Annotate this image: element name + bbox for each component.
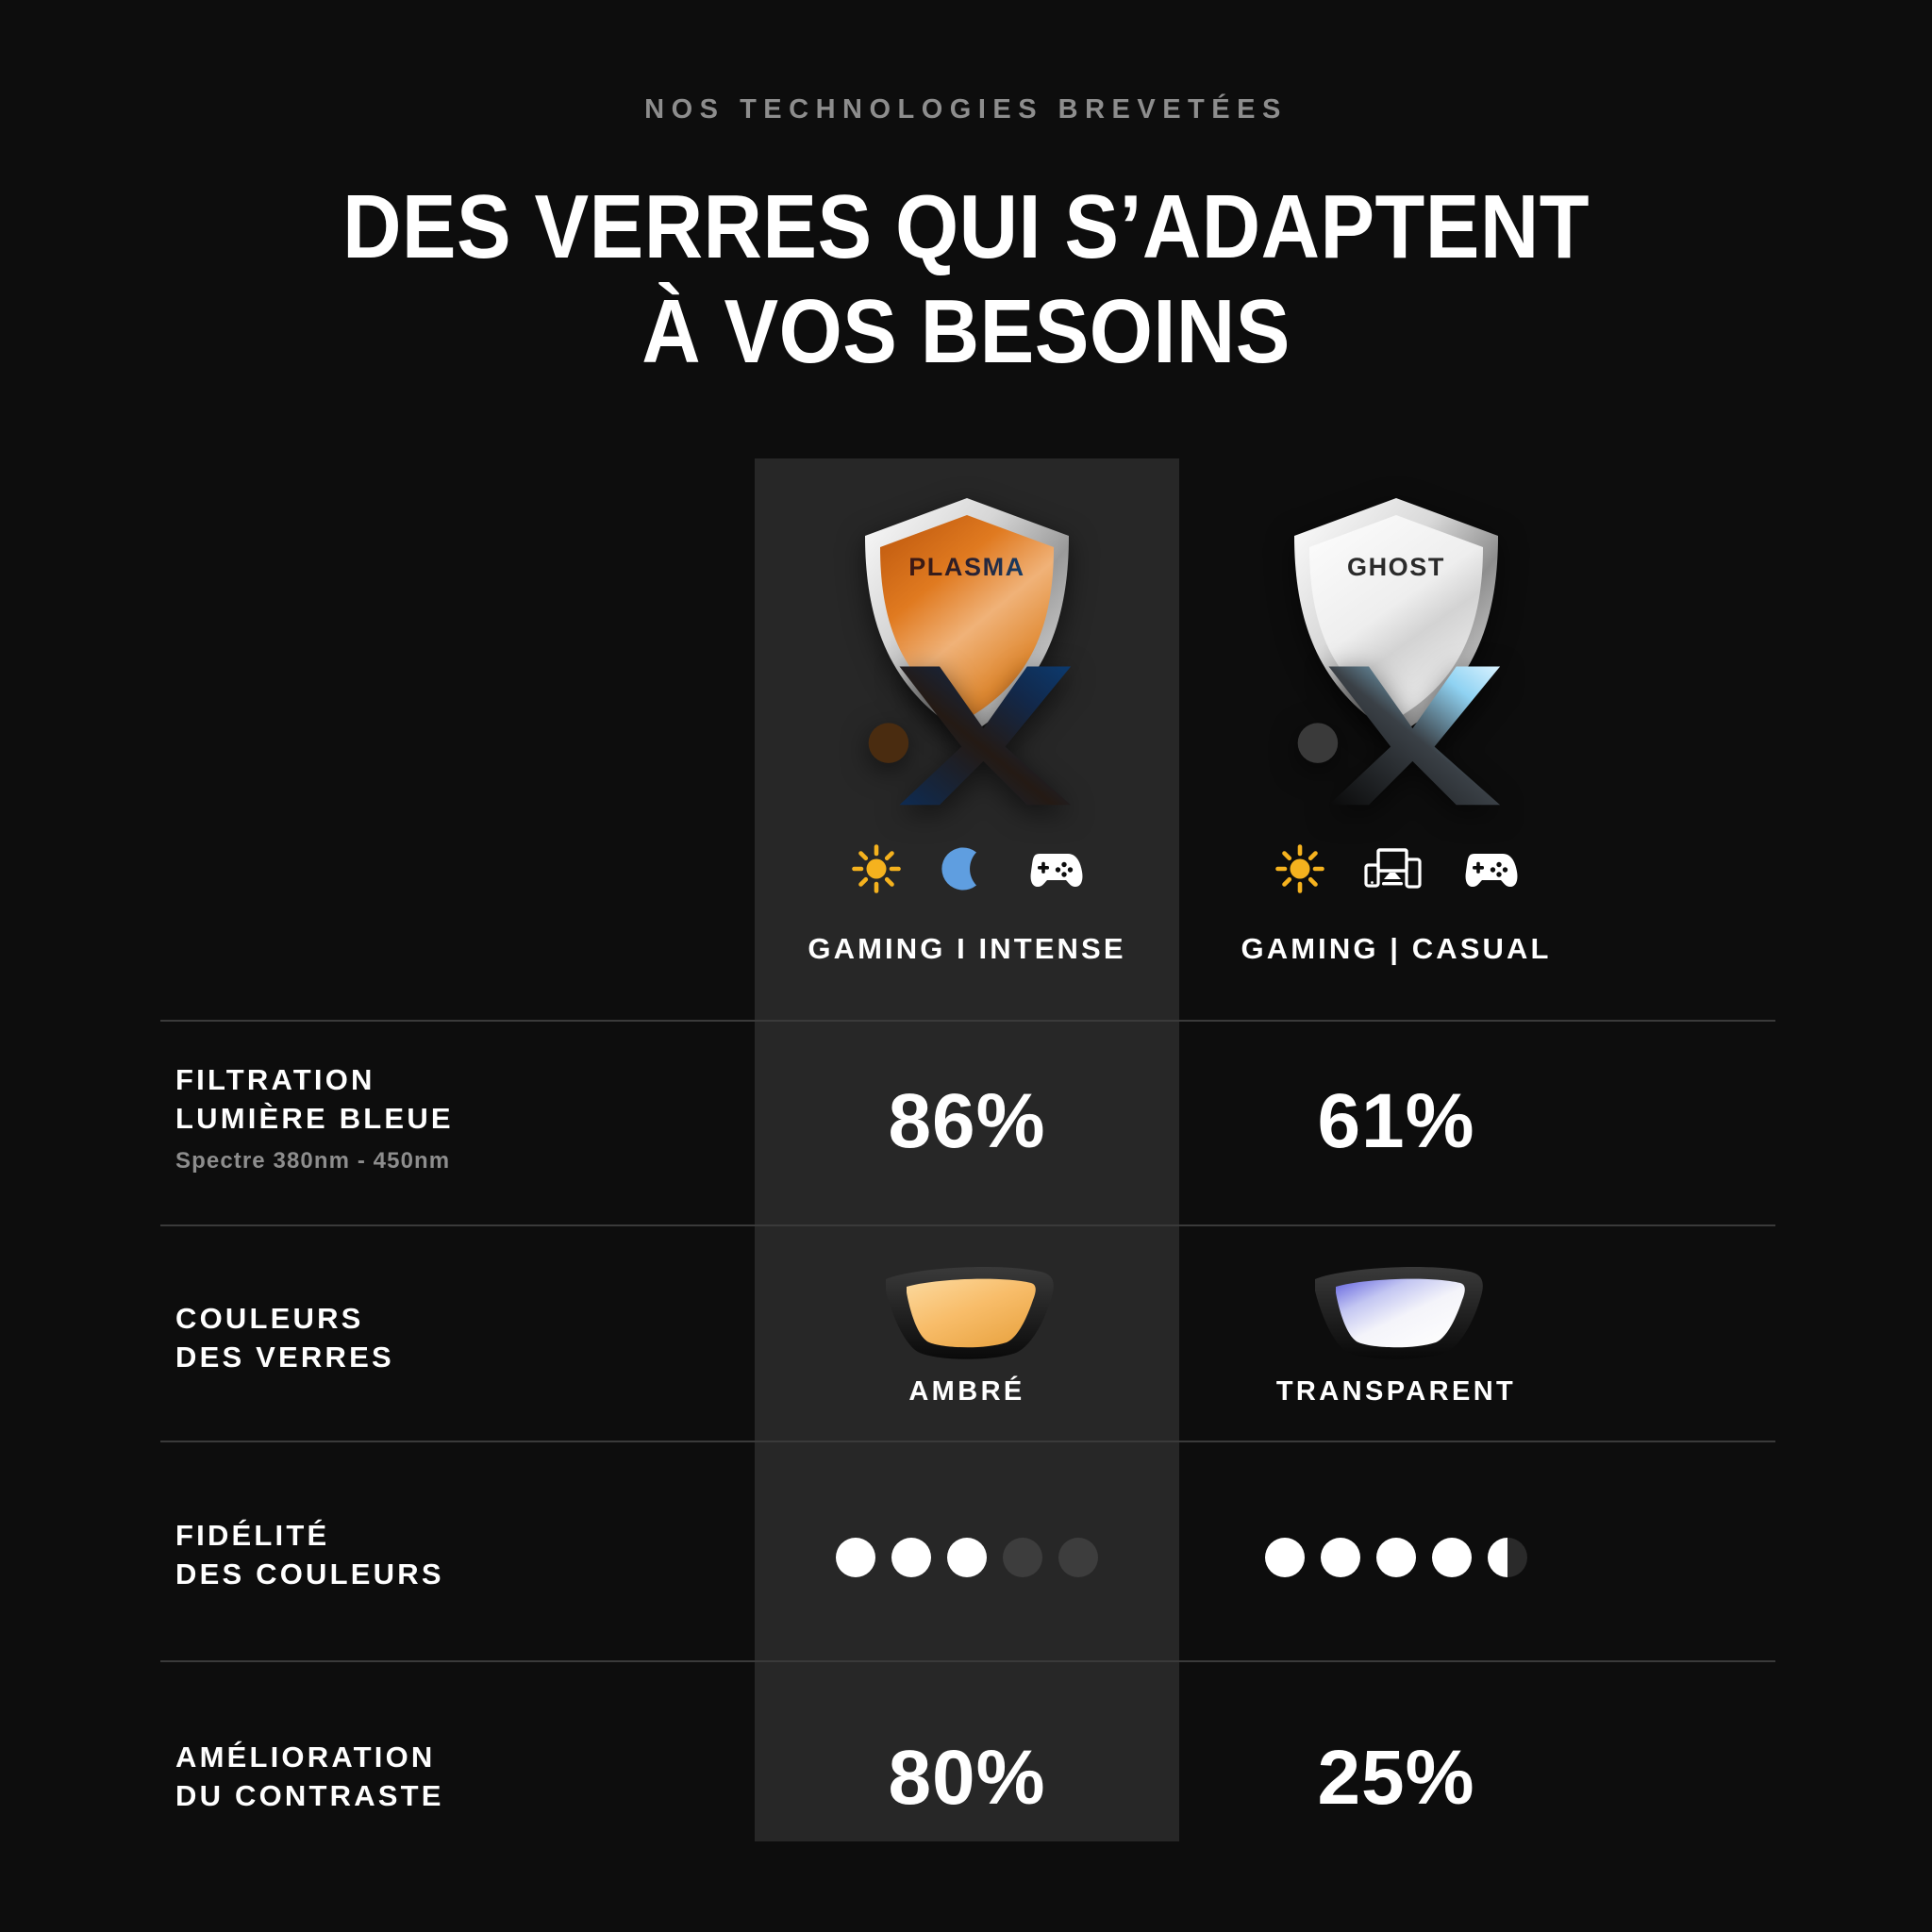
gamepad-icon [1459,848,1518,890]
ghost-badge: GHOST [1184,494,1608,806]
ghost-lens-image [1184,1249,1608,1372]
gamepad-icon [1024,848,1083,890]
rating-dot [1321,1538,1360,1577]
row-label-line-1: FILTRATION [175,1063,375,1096]
plasma-x-logo [859,609,1074,855]
ghost-shield: GHOST [1289,494,1504,806]
headline-line-1: DES VERRES QUI S’ADAPTENT [342,176,1590,277]
rating-dot [1432,1538,1472,1577]
plasma-lens-color-value: AMBRÉ [908,1376,1025,1407]
plasma-lens-image [755,1249,1179,1372]
row-label-line-2: DU CONTRASTE [175,1778,444,1812]
ghost-caption: GAMING | CASUAL [1241,932,1552,965]
row-label-lens-colors: COULEURS DES VERRES [175,1300,394,1377]
plasma-shield: PLASMA [859,494,1074,806]
rating-dot [1058,1538,1098,1577]
row-label-line-1: FIDÉLITÉ [175,1519,330,1552]
rating-dot [1003,1538,1042,1577]
ghost-brand-text: GHOST [1346,553,1445,581]
row-label-blue-light-filtration: FILTRATION LUMIÈRE BLEUE Spectre 380nm -… [175,1061,454,1174]
ghost-x-logo [1289,609,1504,855]
row-divider [160,1441,1775,1442]
row-label-contrast-enhancement: AMÉLIORATION DU CONTRASTE [175,1739,444,1816]
plasma-brand-text: PLASMA [859,553,1074,582]
rating-dot [836,1538,875,1577]
row-label-color-fidelity: FIDÉLITÉ DES COULEURS [175,1517,444,1594]
ghost-icon-row [1184,836,1608,902]
plasma-contrast-value: 80% [888,1735,1046,1821]
ghost-fidelity-rating [1184,1526,1608,1589]
row-divider [160,1020,1775,1022]
headline-line-2: À VOS BESOINS [641,281,1291,383]
sun-icon [1274,843,1325,894]
row-label-line-1: COULEURS [175,1302,364,1335]
row-divider [160,1660,1775,1662]
ghost-contrast-value: 25% [1317,1735,1475,1821]
row-divider [160,1224,1775,1226]
plasma-caption: GAMING I INTENSE [808,932,1126,965]
rating-dot [1376,1538,1416,1577]
ghost-lens-color-value: TRANSPARENT [1275,1376,1517,1407]
devices-icon [1363,844,1422,893]
sun-icon [851,843,902,894]
ghost-filtration-value: 61% [1317,1078,1475,1164]
moon-icon [940,843,987,894]
row-label-line-2: LUMIÈRE BLEUE [175,1101,454,1135]
plasma-icon-row [755,836,1179,902]
rating-dot-half [1488,1538,1527,1577]
plasma-filtration-value: 86% [888,1078,1046,1164]
eyebrow-text: NOS TECHNOLOGIES BREVETÉES [644,94,1288,125]
row-label-line-2: DES VERRES [175,1340,394,1374]
plasma-badge: PLASMA [755,494,1179,806]
row-label-line-2: DES COULEURS [175,1557,444,1591]
rating-dot [947,1538,987,1577]
page-title: DES VERRES QUI S’ADAPTENT À VOS BESOINS [96,175,1835,385]
rating-dot [1265,1538,1305,1577]
plasma-fidelity-rating [755,1526,1179,1589]
row-label-line-1: AMÉLIORATION [175,1740,436,1774]
row-sublabel: Spectre 380nm - 450nm [175,1147,451,1174]
rating-dot [891,1538,931,1577]
